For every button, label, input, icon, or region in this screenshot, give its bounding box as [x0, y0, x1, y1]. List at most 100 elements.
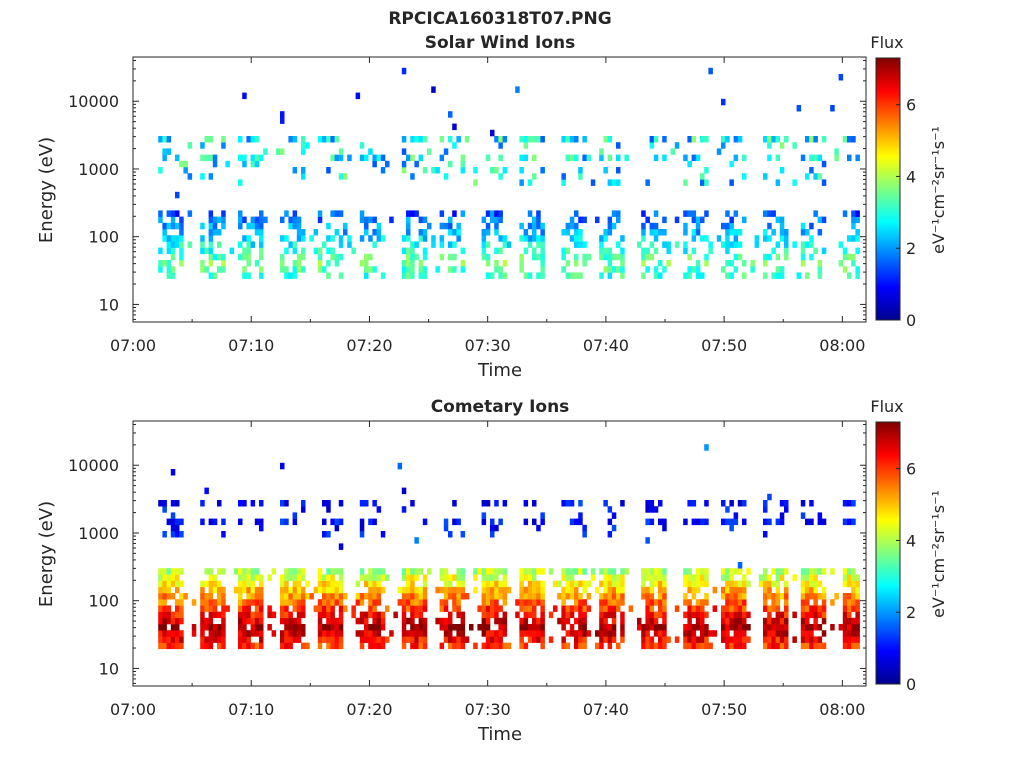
heatmap-cell: [569, 518, 575, 526]
heatmap-cell: [658, 642, 663, 650]
heatmap-cell: [800, 568, 806, 575]
heatmap-cell: [847, 500, 852, 507]
heatmap-cell: [490, 568, 495, 575]
heatmap-cell: [582, 624, 587, 631]
heatmap-cell: [175, 611, 180, 619]
heatmap-cell: [721, 611, 726, 619]
heatmap-cell: [334, 586, 340, 594]
heatmap-cell: [460, 642, 466, 650]
heatmap-cell: [771, 247, 776, 255]
heatmap-cell: [851, 617, 856, 625]
heatmap-cell: [368, 568, 373, 575]
heatmap-cell: [435, 586, 440, 594]
heatmap-cell: [721, 500, 726, 507]
heatmap-cell: [418, 266, 424, 273]
heatmap-cell: [179, 253, 184, 261]
heatmap-cell: [809, 518, 814, 526]
heatmap-cell: [221, 636, 226, 643]
heatmap-cell: [334, 518, 340, 526]
y-tick-label: 10000: [68, 92, 119, 111]
heatmap-cell: [422, 272, 428, 279]
heatmap-cell: [742, 611, 747, 619]
heatmap-cell: [725, 222, 730, 230]
heatmap-cell: [284, 605, 289, 612]
heatmap-cell: [481, 500, 487, 507]
heatmap-cell: [800, 512, 806, 519]
heatmap-cell: [208, 599, 214, 606]
heatmap-cell: [838, 241, 844, 248]
heatmap-cell: [380, 531, 386, 538]
heatmap-cell: [406, 630, 411, 637]
heatmap-cell: [305, 642, 310, 650]
heatmap-cell: [725, 593, 730, 600]
heatmap-cell: [784, 506, 789, 513]
heatmap-cell: [561, 500, 566, 507]
heatmap-cell: [460, 586, 466, 594]
heatmap-cell: [523, 599, 529, 606]
heatmap-cell: [527, 222, 533, 230]
heatmap-cell: [221, 611, 226, 619]
heatmap-cell: [401, 599, 407, 606]
heatmap-cell: [716, 235, 722, 242]
heatmap-cell: [784, 229, 789, 236]
heatmap-cell: [317, 636, 323, 643]
heatmap-cell: [641, 210, 646, 217]
heatmap-cell: [649, 241, 655, 248]
heatmap-cell: [170, 524, 176, 532]
heatmap-cell: [700, 136, 705, 143]
heatmap-cell: [175, 574, 180, 581]
heatmap-cell: [250, 586, 256, 594]
heatmap-cell: [800, 229, 806, 236]
heatmap-cell: [242, 160, 247, 168]
heatmap-cell: [729, 216, 734, 224]
heatmap-cell: [662, 568, 667, 575]
heatmap-cell: [406, 636, 411, 643]
heatmap-cell: [767, 636, 772, 643]
heatmap-cell: [800, 630, 806, 637]
heatmap-cell: [326, 167, 331, 174]
heatmap-cell: [330, 574, 335, 581]
heatmap-cell: [443, 599, 449, 606]
heatmap-cell: [250, 136, 256, 143]
heatmap-cell: [393, 611, 398, 619]
heatmap-cell: [221, 518, 226, 526]
heatmap-cell: [658, 580, 663, 588]
heatmap-cell: [607, 611, 613, 619]
heatmap-cell: [254, 222, 260, 230]
heatmap-cell: [817, 605, 823, 612]
heatmap-cell: [284, 624, 289, 631]
heatmap-cell: [746, 611, 751, 619]
heatmap-cell: [162, 611, 167, 619]
heatmap-cell: [502, 167, 508, 174]
heatmap-cell: [771, 599, 776, 606]
heatmap-cell: [842, 624, 848, 631]
heatmap-cell: [536, 636, 541, 643]
heatmap-cell: [645, 630, 650, 637]
heatmap-cell: [221, 568, 226, 575]
heatmap-cell: [830, 568, 835, 575]
heatmap-cell: [641, 247, 646, 255]
heatmap-cell: [372, 216, 377, 224]
heatmap-cell: [599, 253, 604, 261]
heatmap-cell: [561, 253, 566, 261]
heatmap-cell: [212, 154, 218, 162]
heatmap-cell: [490, 216, 495, 224]
heatmap-cell: [729, 617, 734, 625]
heatmap-cell: [376, 222, 382, 230]
heatmap-cell: [582, 568, 587, 575]
heatmap-cell: [246, 235, 251, 242]
heatmap-cell: [355, 593, 361, 600]
heatmap-cell: [729, 599, 734, 606]
heatmap-cell: [380, 617, 386, 625]
heatmap-cell: [166, 518, 172, 526]
heatmap-cell: [254, 611, 260, 619]
heatmap-cell: [460, 260, 466, 267]
heatmap-cell: [376, 235, 382, 242]
heatmap-cell: [721, 518, 726, 526]
heatmap-cell: [578, 272, 583, 279]
heatmap-cell: [322, 518, 327, 526]
heatmap-cell: [456, 611, 461, 619]
heatmap-cell: [208, 253, 214, 261]
heatmap-cell: [582, 630, 587, 637]
heatmap-cell: [385, 636, 390, 643]
